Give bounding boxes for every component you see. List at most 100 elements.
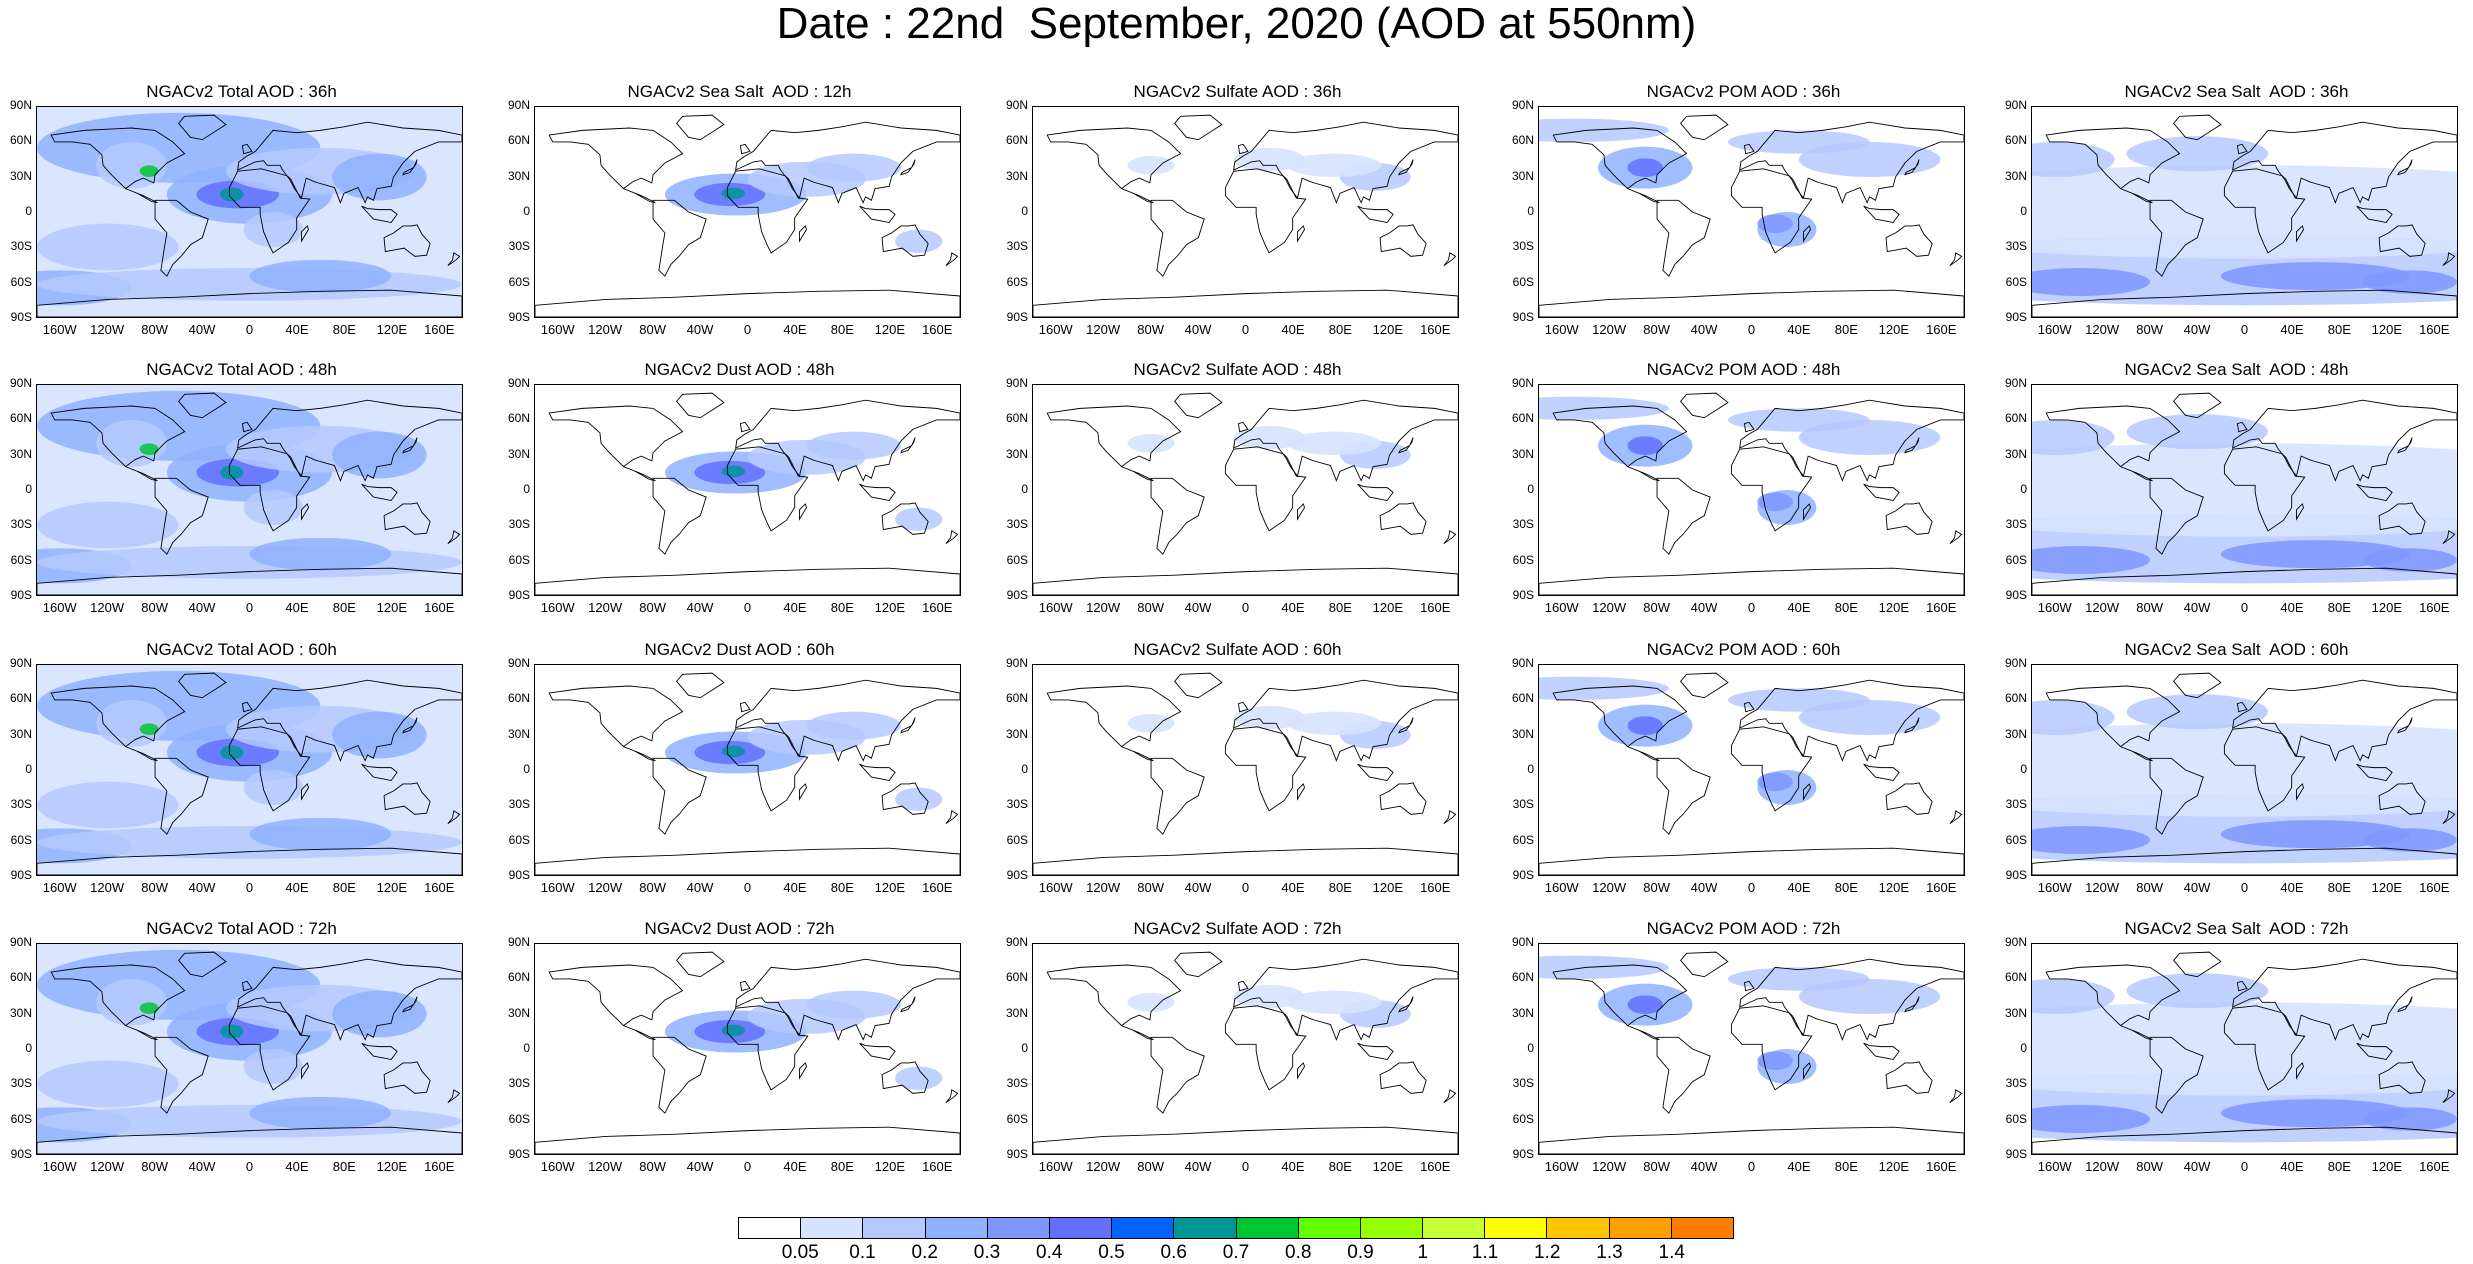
latitude-label: 30S xyxy=(1006,239,1028,254)
coastline xyxy=(1863,763,1900,781)
longitude-label: 80E xyxy=(2327,880,2351,895)
panel-title: NGACv2 POM AOD : 60h xyxy=(1646,640,1841,659)
aod-shading xyxy=(1539,118,1669,142)
map-panel: NGACv2 Sulfate AOD : 48h 90N 60N 30N 0 30S 60S… xyxy=(996,360,1459,615)
coastline xyxy=(301,503,310,521)
latitude-label: 90S xyxy=(10,588,32,602)
longitude-label: 160E xyxy=(1926,322,1957,337)
latitude-label: 60N xyxy=(9,133,32,148)
latitude-label: 60S xyxy=(1006,274,1028,289)
aod-shading xyxy=(249,817,392,851)
coastline xyxy=(2232,958,2457,1041)
longitude-label: 120E xyxy=(874,1159,906,1174)
coastline xyxy=(652,1036,707,1114)
latitude-label: 60S xyxy=(2005,274,2027,289)
coastline xyxy=(1398,996,1414,1013)
latitude-label: 90N xyxy=(2004,656,2027,670)
coastline xyxy=(1174,114,1223,141)
latitude-label: 30N xyxy=(2004,446,2027,461)
coastline xyxy=(735,121,960,204)
coastline xyxy=(2236,980,2248,992)
longitude-label: 80W xyxy=(1643,1159,1670,1174)
coastline xyxy=(2223,726,2306,812)
aod-shading xyxy=(219,1024,244,1039)
coastline xyxy=(2032,567,2457,595)
colorbar-swatch xyxy=(739,1218,802,1238)
longitude-label: 120E xyxy=(1878,600,1910,615)
latitude-label: 90S xyxy=(508,588,530,602)
latitude-label: 0 xyxy=(2020,1041,2027,1055)
aod-shading xyxy=(1627,436,1663,455)
latitude-label: 30N xyxy=(1511,446,1534,461)
coastline xyxy=(1237,143,1249,155)
aod-shading xyxy=(1757,1051,1793,1070)
coastline xyxy=(799,783,808,801)
latitude-label: 30N xyxy=(1005,446,1028,461)
latitude-label: 60N xyxy=(1511,970,1534,985)
latitude-label: 30S xyxy=(10,797,32,812)
world-map xyxy=(534,384,961,596)
panel-title: NGACv2 Dust AOD : 48h xyxy=(644,360,835,379)
coastline xyxy=(154,757,209,835)
longitude-label: 160W xyxy=(42,322,77,337)
coastline xyxy=(37,567,462,595)
coastline xyxy=(2442,252,2456,267)
longitude-label: 80W xyxy=(2136,600,2163,615)
coastline xyxy=(900,996,916,1013)
longitude-label: 160E xyxy=(1926,600,1957,615)
latitude-label: 90N xyxy=(1511,656,1534,670)
longitude-label: 80E xyxy=(332,1159,356,1174)
longitude-label: 120W xyxy=(588,880,623,895)
latitude-label: 90N xyxy=(507,376,530,390)
coastline xyxy=(2378,782,2426,815)
coastline xyxy=(2397,437,2413,454)
coastline xyxy=(1803,1062,1812,1080)
longitude-label: 120E xyxy=(376,880,408,895)
coastline xyxy=(1046,964,1182,1041)
panel-title: NGACv2 Sea Salt AOD : 36h xyxy=(2124,82,2349,101)
coastline xyxy=(735,679,960,762)
coastline xyxy=(154,1036,209,1114)
longitude-label: 40E xyxy=(2280,1159,2304,1174)
longitude-label: 80W xyxy=(1643,600,1670,615)
map-panel: NGACv2 Sea Salt AOD : 72h 90N 60N 30N 0 30S 60… xyxy=(1995,919,2458,1174)
coastline xyxy=(1656,477,1711,555)
latitude-label: 30S xyxy=(1512,797,1534,812)
coastline xyxy=(301,1062,310,1080)
longitude-label: 0 xyxy=(1747,600,1756,615)
longitude-label: 160W xyxy=(1038,322,1073,337)
coastline xyxy=(2045,127,2181,204)
panel-title: NGACv2 Sulfate AOD : 60h xyxy=(1133,640,1342,659)
map-panel: NGACv2 Total AOD : 60h 90N 60N 30N 0 30S 60S 90… xyxy=(0,640,463,895)
coastline xyxy=(1803,225,1812,243)
longitude-label: 120W xyxy=(90,322,125,337)
coastline xyxy=(2236,421,2248,433)
world-map xyxy=(2031,943,2458,1155)
coastline xyxy=(1033,567,1458,595)
coastline xyxy=(726,446,809,532)
coastline xyxy=(383,1061,431,1094)
aod-shading xyxy=(1757,492,1793,511)
aod-shading xyxy=(1539,396,1669,420)
coastline xyxy=(799,1062,808,1080)
coastline xyxy=(548,964,684,1041)
longitude-label: 40W xyxy=(188,1159,216,1174)
longitude-label: 160E xyxy=(2419,1159,2450,1174)
coastline xyxy=(1680,672,1729,699)
latitude-label: 30S xyxy=(508,797,530,812)
longitude-label: 120E xyxy=(376,322,408,337)
latitude-label: 60S xyxy=(10,1111,32,1126)
coastline xyxy=(178,392,227,419)
colorbar-swatch xyxy=(1298,1218,1361,1238)
latitude-label: 60N xyxy=(1511,133,1534,148)
longitude-label: 0 xyxy=(245,322,254,337)
coastline xyxy=(2296,783,2305,801)
latitude-label: 30N xyxy=(507,1005,530,1020)
coastline xyxy=(154,477,209,555)
longitude-label: 0 xyxy=(2240,1159,2249,1174)
longitude-label: 160W xyxy=(2037,1159,2072,1174)
colorbar-label: 1.2 xyxy=(1534,1242,1561,1263)
longitude-label: 80E xyxy=(332,322,356,337)
coastline xyxy=(237,121,462,204)
coastline xyxy=(2032,847,2457,875)
